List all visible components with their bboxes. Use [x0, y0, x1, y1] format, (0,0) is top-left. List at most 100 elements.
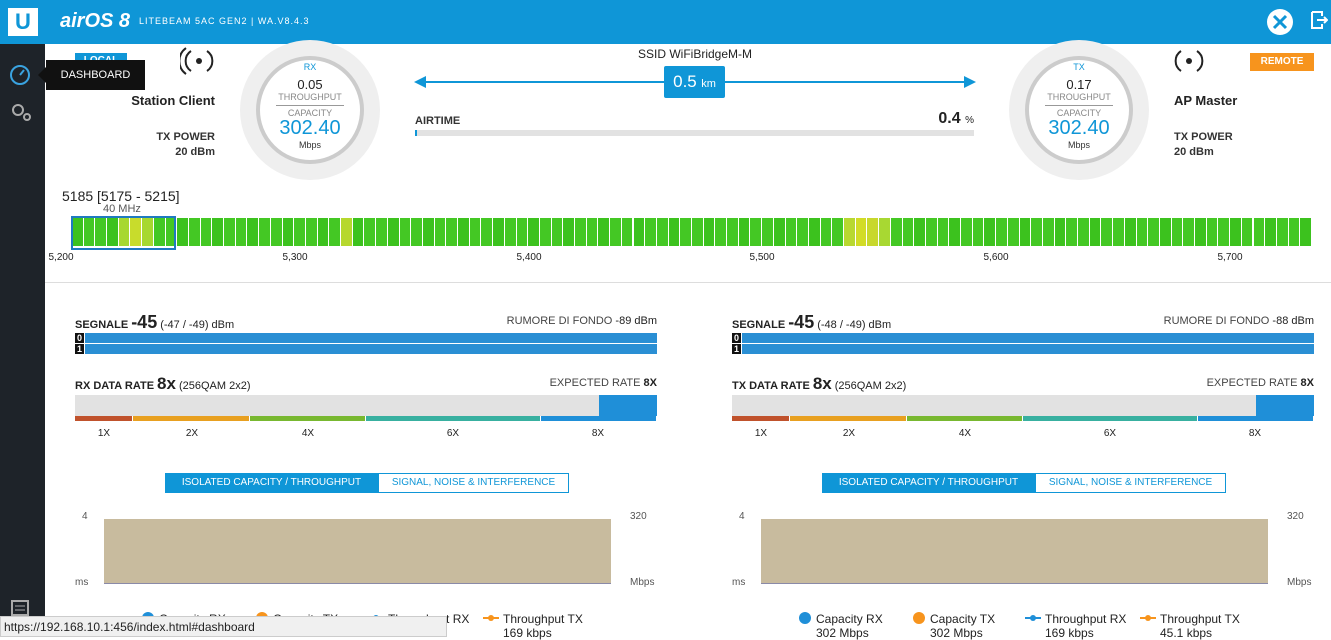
spectrum-cell [539, 218, 551, 246]
tab-active[interactable]: ISOLATED CAPACITY / THROUGHPUT [822, 473, 1035, 493]
tab-active[interactable]: ISOLATED CAPACITY / THROUGHPUT [165, 473, 378, 493]
spectrum-cell [961, 218, 972, 246]
noise-label: RUMORE DI FONDO [506, 315, 613, 327]
rate-fill [1256, 395, 1314, 416]
rate-label: RX DATA RATE [75, 380, 155, 392]
signal-row: SEGNALE -45 (-48 / -49) dBm [732, 312, 891, 333]
rate-tick: 4X [301, 428, 315, 439]
spectrum-cell [212, 218, 224, 246]
spectrum-cell [855, 218, 867, 246]
spectrum-cell [1031, 218, 1042, 246]
rate-segment [790, 416, 906, 421]
airtime-fill [415, 130, 417, 136]
antenna-icon [180, 47, 214, 75]
spectrum-cell [364, 218, 376, 246]
signal-bar [85, 333, 657, 343]
chart-left-unit: ms [75, 577, 89, 588]
spectrum-cell [504, 218, 516, 246]
legend-dot [1145, 615, 1151, 621]
ssid: SSID WiFiBridgeM-M [415, 47, 975, 61]
tab[interactable]: SIGNAL, NOISE & INTERFERENCE [378, 473, 569, 493]
chart-right-top: 320 [1287, 511, 1304, 522]
spectrum-cell [177, 218, 188, 246]
remote-tx-power: 20 dBm [1174, 146, 1214, 158]
spectrum-cell [738, 218, 750, 246]
rate-segment [732, 416, 789, 421]
signal-bar [742, 333, 1314, 343]
spectrum-cell [1276, 218, 1288, 246]
spectrum-cell [376, 218, 387, 246]
channel-selection[interactable] [71, 216, 176, 250]
spectrum-cell [867, 218, 879, 246]
spectrum-cell [1195, 218, 1206, 246]
gauge-unit: Mbps [1067, 140, 1090, 150]
spectrum-cell [808, 218, 820, 246]
noise: RUMORE DI FONDO -89 dBm [507, 315, 657, 327]
spectrum-cell [890, 218, 902, 246]
airtime: 0.4 % [938, 110, 974, 128]
rate: 8x [157, 374, 176, 393]
expected: EXPECTED RATE 8X [1207, 377, 1314, 389]
legend-dot [799, 612, 811, 624]
noise-value: -88 dBm [1272, 315, 1314, 327]
local-tx-power: 20 dBm [175, 146, 215, 158]
tab[interactable]: SIGNAL, NOISE & INTERFERENCE [1035, 473, 1226, 493]
spectrum-cell [1218, 218, 1230, 246]
rate-segment [366, 416, 540, 421]
spectrum-cell [493, 218, 504, 246]
spectrum-cell [153, 218, 165, 246]
spectrum-cell [329, 218, 341, 246]
signal-label: SEGNALE [732, 319, 786, 331]
spectrum-cell [925, 218, 937, 246]
spectrum-cell [422, 218, 434, 246]
chart-right-unit: Mbps [1287, 577, 1312, 588]
rate-tick: 2X [185, 428, 199, 439]
rate-tick: 8X [1248, 428, 1262, 439]
spectrum-cell [820, 218, 832, 246]
rate-tick: 8X [591, 428, 605, 439]
rate: 8x [812, 374, 832, 393]
spectrum-cell [750, 218, 762, 246]
ssid-label: SSID [637, 47, 666, 61]
spectrum-cell [352, 218, 364, 246]
local-tx-power-label: TX POWER [156, 131, 215, 143]
spectrum-cell [1136, 218, 1148, 246]
legend-value: 302 Mbps [930, 626, 983, 640]
spectrum-cell [247, 218, 259, 246]
spectrum-cell [317, 218, 329, 246]
logout-icon[interactable] [1310, 10, 1328, 30]
chart-area [104, 519, 611, 584]
frequency-tick: 5,600 [983, 252, 1009, 263]
noise: RUMORE DI FONDO -88 dBm [1164, 315, 1314, 327]
channel-width: 40 MHz [103, 203, 141, 215]
frequency-tick: 5,300 [282, 252, 308, 263]
spectrum-cell [949, 218, 961, 246]
spectrum-cell [259, 218, 270, 246]
legend-dot [488, 615, 494, 621]
settings-icon[interactable] [9, 101, 33, 123]
spectrum-cell [411, 218, 422, 246]
gauge-unit: Mbps [298, 140, 321, 150]
spectrum-cell [142, 218, 153, 246]
chain-label: 1 [75, 344, 84, 354]
log-icon[interactable] [11, 600, 29, 616]
frequency-tick: 5,200 [48, 252, 74, 263]
logo[interactable]: U [8, 8, 38, 36]
rate-row: RX DATA RATE 8x (256QAM 2x2) [75, 374, 250, 394]
distance-unit: km [701, 78, 716, 90]
rate-segment [250, 416, 365, 421]
dashboard-icon[interactable] [9, 64, 31, 86]
spectrum-cell [902, 218, 914, 246]
rate-segment [1023, 416, 1197, 421]
expected-label: EXPECTED RATE [549, 377, 641, 389]
spectrum-cell [458, 218, 469, 246]
gauge-capacity: 302.40 [1048, 117, 1110, 139]
chain-label: 0 [75, 333, 84, 343]
rate-tick: 2X [842, 428, 856, 439]
ssid-value: WiFiBridgeM-M [669, 47, 753, 61]
signal-bar [742, 344, 1314, 354]
spectrum-cell [72, 218, 83, 246]
spectrum-cell [551, 218, 563, 246]
spectrum-cell [680, 218, 691, 246]
tools-icon[interactable] [1266, 8, 1294, 36]
